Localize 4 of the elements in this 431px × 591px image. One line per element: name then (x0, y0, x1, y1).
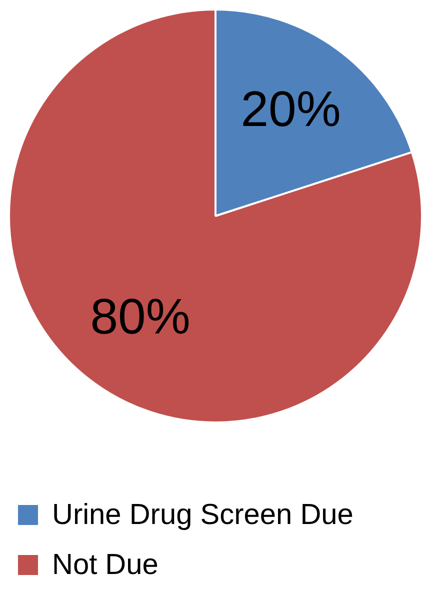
legend-label: Not Due (52, 548, 158, 582)
data-label: 20% (240, 81, 341, 138)
data-label: 80% (90, 288, 190, 344)
legend-label: Urine Drug Screen Due (52, 498, 354, 532)
